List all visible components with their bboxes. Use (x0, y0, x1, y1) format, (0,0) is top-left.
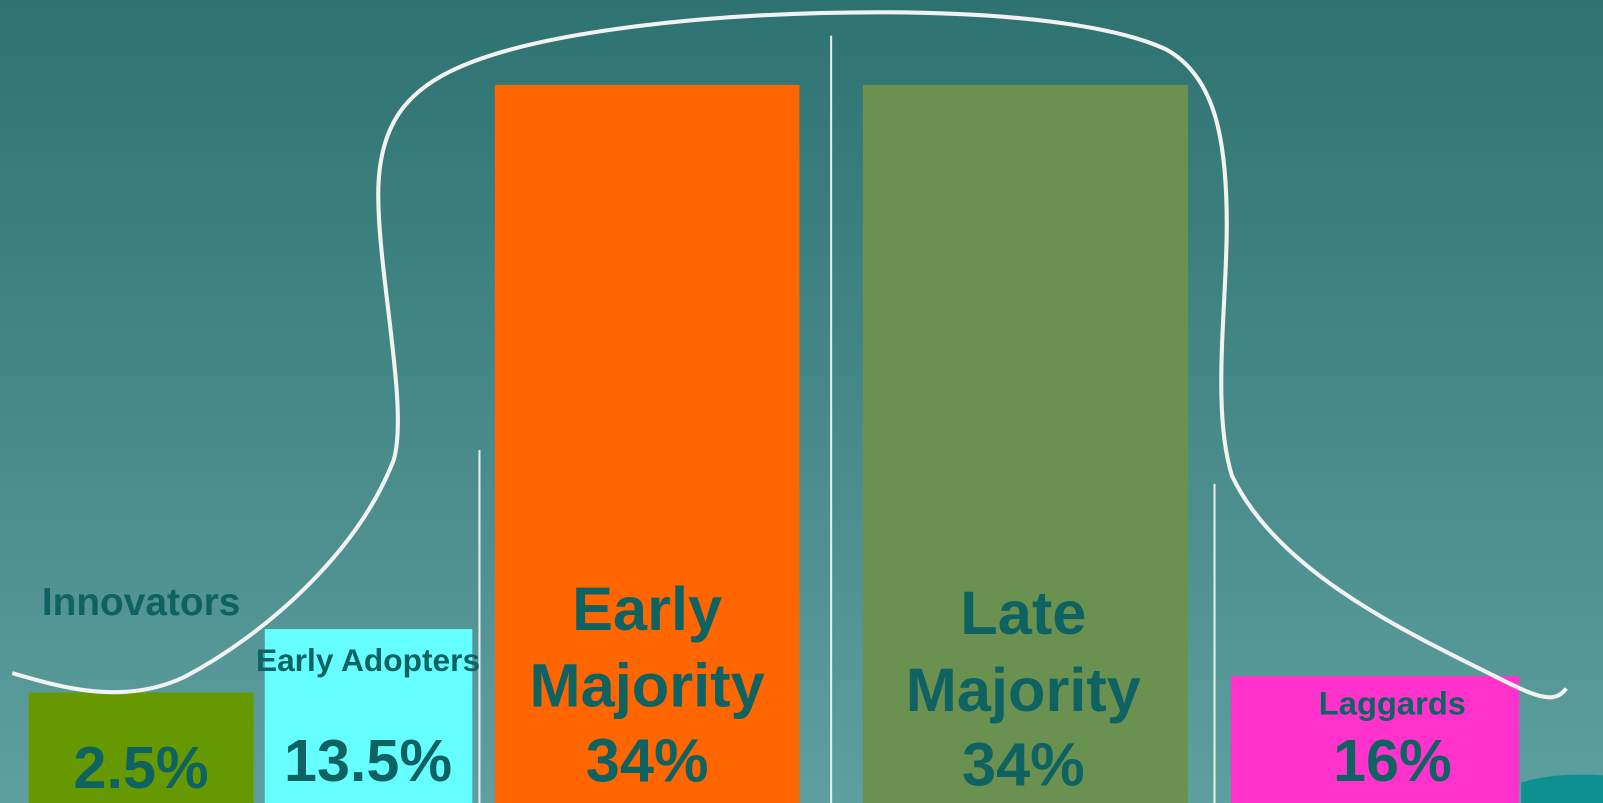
segment-share: 13.5% (284, 727, 452, 794)
box (862, 84, 1188, 803)
segment-label: Innovators (42, 581, 241, 624)
labels: Innovators 2.5% Early Adopters 13.5% Early Ma… (42, 575, 1466, 801)
box (494, 84, 800, 803)
box (28, 692, 254, 803)
box (264, 629, 473, 803)
bell-curve (11, 10, 1568, 700)
decoration (1521, 774, 1603, 803)
segment-label: Majority (530, 652, 765, 721)
segment-label: Laggards (1319, 684, 1466, 721)
segment-share: 2.5% (74, 734, 209, 801)
segment-label: Early (572, 575, 722, 644)
segment-share: 34% (962, 730, 1085, 799)
segment-label: Late (960, 579, 1086, 648)
segment-share: 16% (1333, 727, 1452, 794)
box (1230, 676, 1520, 803)
dividers (478, 35, 1216, 803)
segment-label: Early Adopters (256, 642, 480, 678)
segment-label: Majority (906, 656, 1141, 725)
segment-share: 34% (586, 726, 709, 795)
